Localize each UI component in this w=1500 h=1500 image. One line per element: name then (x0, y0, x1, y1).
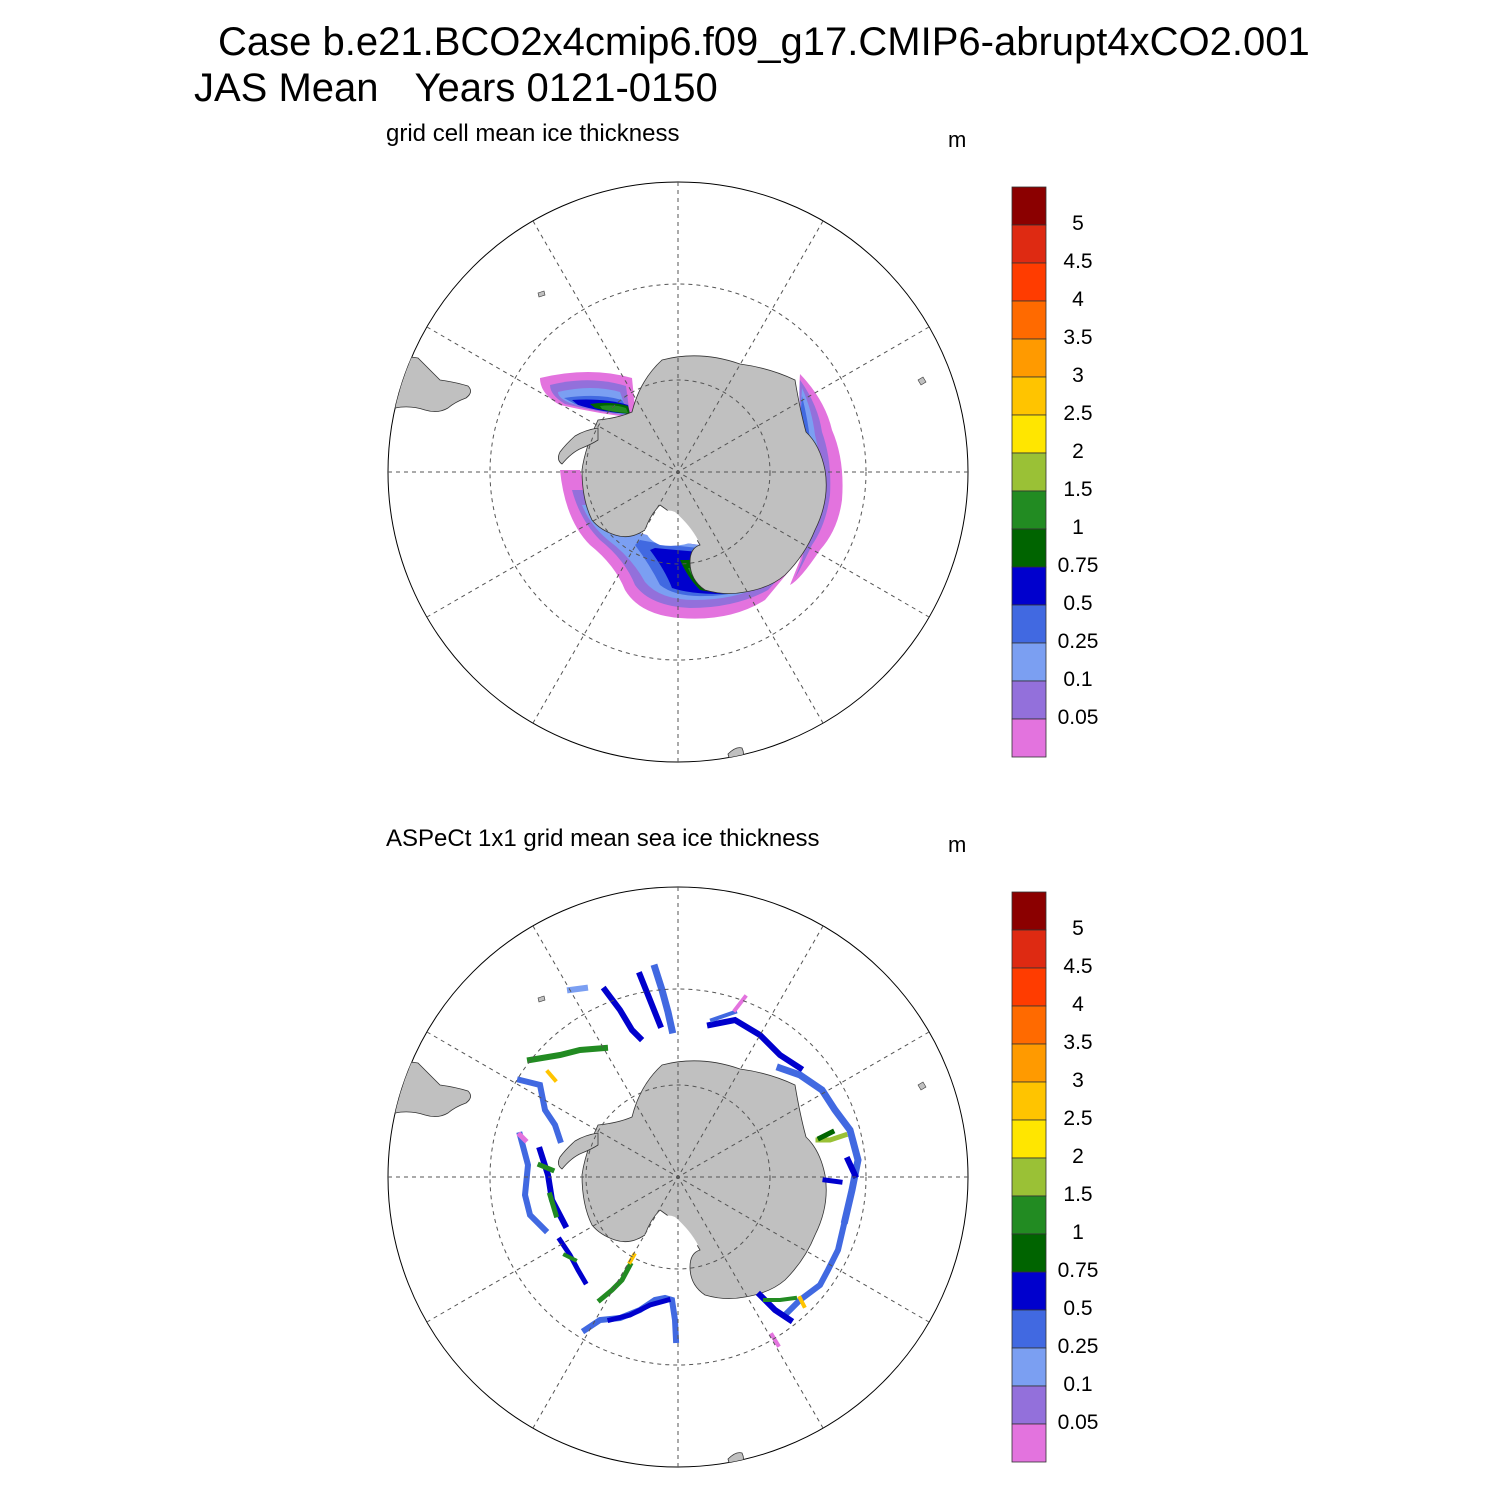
colorbar-swatch (1011, 1385, 1047, 1425)
small-island (917, 1081, 927, 1091)
colorbar-swatch (1011, 490, 1047, 530)
ship-tracks (516, 963, 862, 1348)
colorbar-tick-label: 3.5 (1063, 1031, 1093, 1054)
colorbar-swatch (1011, 1005, 1047, 1045)
graticule (388, 182, 968, 762)
colorbar-swatch (1011, 414, 1047, 454)
colorbar-tick-label: 2.5 (1063, 1107, 1093, 1130)
colorbar-tick-label: 4.5 (1063, 250, 1093, 273)
colorbar-tick-label: 3.5 (1063, 326, 1093, 349)
colorbar-tick-label: 5 (1072, 212, 1084, 235)
figure-title-case: Case b.e21.BCO2x4cmip6.f09_g17.CMIP6-abr… (218, 20, 1310, 64)
colorbar-panel-1 (1011, 186, 1047, 758)
colorbar-swatch (1011, 1347, 1047, 1387)
colorbar-swatch (1011, 718, 1047, 758)
colorbar-tick-label: 0.5 (1063, 1297, 1093, 1320)
ross-ice-shelf (645, 1215, 698, 1251)
panel-1-title: grid cell mean ice thickness (386, 120, 680, 147)
colorbar-tick-label: 1.5 (1063, 478, 1093, 501)
small-island (917, 376, 927, 386)
colorbar-swatch (1011, 186, 1047, 226)
colorbar-swatch (1011, 1119, 1047, 1159)
colorbar-tick-label: 0.1 (1063, 668, 1093, 691)
colorbar-swatch (1011, 1195, 1047, 1235)
colorbar-swatch (1011, 1081, 1047, 1121)
colorbar-tick-label: 0.05 (1057, 1411, 1099, 1434)
colorbar-swatch (1011, 528, 1047, 568)
colorbar-tick-label: 0.25 (1057, 1335, 1099, 1358)
antarctica-landmass (581, 355, 827, 594)
colorbar-swatch (1011, 1233, 1047, 1273)
colorbar-swatch (1011, 1423, 1047, 1463)
graticule (388, 887, 968, 1467)
colorbar-tick-label: 0.75 (1057, 554, 1099, 577)
sea-ice-weddell (540, 372, 636, 418)
colorbar-swatch (1011, 1157, 1047, 1197)
colorbar-swatch (1011, 1271, 1047, 1311)
colorbar-tick-label: 1.5 (1063, 1183, 1093, 1206)
antarctica-landmass (581, 1060, 827, 1299)
colorbar-tick-label: 4 (1072, 993, 1084, 1016)
figure-title-period: JAS Mean Years 0121-0150 (194, 66, 718, 111)
panel-1-units: m (948, 127, 967, 152)
antarctic-peninsula (558, 1132, 599, 1170)
colorbar-tick-label: 0.1 (1063, 1373, 1093, 1396)
colorbar-swatch (1011, 224, 1047, 264)
colorbar-tick-label: 2 (1072, 1145, 1084, 1168)
colorbar-tick-label: 4.5 (1063, 955, 1093, 978)
colorbar-swatch (1011, 642, 1047, 682)
colorbar-swatch (1011, 604, 1047, 644)
colorbar-swatch (1011, 1309, 1047, 1349)
colorbar-swatch (1011, 300, 1047, 340)
ross-ice-shelf (645, 510, 698, 546)
colorbar-panel-2 (1011, 891, 1047, 1463)
colorbar-tick-label: 3 (1072, 364, 1084, 387)
polar-map-panel-1 (387, 181, 969, 763)
colorbar-tick-label: 3 (1072, 1069, 1084, 1092)
small-island (537, 290, 546, 298)
colorbar-swatch (1011, 967, 1047, 1007)
south-america (388, 356, 471, 412)
panel-2-units: m (948, 832, 967, 857)
polar-map-panel-2 (387, 886, 969, 1468)
colorbar-tick-label: 0.25 (1057, 630, 1099, 653)
colorbar-swatch (1011, 680, 1047, 720)
south-america (388, 1061, 471, 1117)
panel-2-title: ASPeCt 1x1 grid mean sea ice thickness (386, 825, 820, 852)
small-island (537, 995, 546, 1003)
colorbar-tick-label: 2.5 (1063, 402, 1093, 425)
colorbar-swatch (1011, 566, 1047, 606)
colorbar-tick-label: 0.05 (1057, 706, 1099, 729)
colorbar-tick-label: 4 (1072, 288, 1084, 311)
colorbar-tick-label: 0.5 (1063, 592, 1093, 615)
colorbar-tick-label: 1 (1072, 516, 1084, 539)
colorbar-swatch (1011, 262, 1047, 302)
colorbar-swatch (1011, 452, 1047, 492)
colorbar-swatch (1011, 376, 1047, 416)
years-label: Years 0121-0150 (414, 66, 718, 110)
colorbar-tick-label: 5 (1072, 917, 1084, 940)
colorbar-swatch (1011, 1043, 1047, 1083)
colorbar-swatch (1011, 929, 1047, 969)
colorbar-swatch (1011, 338, 1047, 378)
colorbar-tick-label: 1 (1072, 1221, 1084, 1244)
colorbar-swatch (1011, 891, 1047, 931)
colorbar-tick-label: 0.75 (1057, 1259, 1099, 1282)
colorbar-tick-label: 2 (1072, 440, 1084, 463)
antarctic-peninsula (558, 427, 599, 465)
season-label: JAS Mean (194, 66, 379, 110)
